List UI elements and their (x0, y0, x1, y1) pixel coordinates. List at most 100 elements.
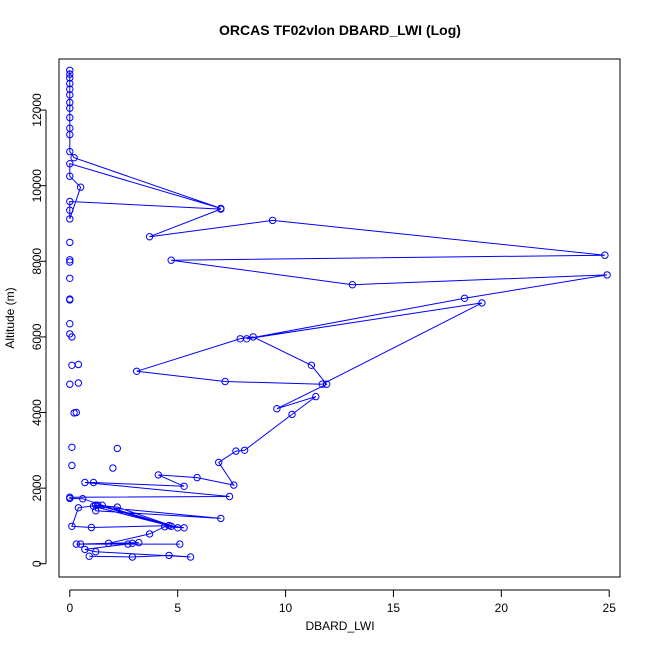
x-tick-label: 0 (66, 601, 73, 615)
series-layer (66, 66, 611, 561)
data-point (176, 540, 184, 548)
data-point (240, 446, 249, 454)
data-point (124, 540, 132, 548)
y-tick-label: 10000 (30, 169, 44, 203)
data-point (221, 377, 229, 386)
data-point (87, 523, 96, 532)
data-point (81, 545, 89, 554)
data-point (217, 514, 225, 523)
data-point (98, 501, 106, 509)
data-point (66, 256, 74, 264)
data-point (128, 553, 137, 561)
data-point (92, 507, 100, 515)
x-tick-label: 15 (387, 601, 401, 615)
data-point (478, 299, 486, 307)
data-point (348, 281, 357, 289)
data-point (76, 183, 85, 191)
data-point (230, 481, 238, 489)
data-point (66, 160, 74, 168)
data-point (66, 74, 74, 82)
data-point (72, 540, 81, 548)
data-point (74, 360, 83, 369)
data-point (66, 380, 74, 388)
data-point (66, 147, 74, 156)
data-point (66, 238, 74, 247)
y-axis-label: Altitude (m) (3, 287, 17, 348)
data-point (66, 85, 74, 93)
data-point (66, 274, 74, 282)
data-point (180, 482, 188, 490)
data-point (167, 256, 175, 264)
data-point (66, 172, 74, 180)
data-point (72, 408, 81, 417)
data-point (81, 478, 89, 487)
data-point (66, 104, 74, 112)
data-point (66, 320, 74, 328)
data-point (66, 215, 74, 223)
y-tick-label: 6000 (30, 323, 44, 350)
data-point (66, 330, 74, 338)
data-point (460, 294, 469, 302)
data-point (243, 335, 251, 343)
data-point (79, 495, 87, 503)
x-axis: 0 5 10 15 20 25 (66, 589, 617, 615)
data-point (68, 361, 76, 369)
data-point (85, 552, 93, 560)
data-point (66, 197, 74, 206)
data-point (165, 551, 173, 560)
data-point (66, 113, 74, 122)
data-point (603, 271, 611, 279)
data-point (322, 380, 331, 388)
y-tick-label: 4000 (30, 399, 44, 426)
data-point (145, 233, 154, 241)
data-point (601, 251, 609, 259)
x-tick-label: 5 (174, 601, 181, 615)
data-point (76, 540, 85, 548)
data-point (89, 478, 98, 487)
data-point (225, 492, 234, 501)
data-point (174, 524, 182, 532)
x-tick-label: 20 (495, 601, 509, 615)
data-point (249, 333, 257, 341)
data-point (66, 98, 74, 107)
y-tick-label: 2000 (30, 474, 44, 501)
data-point (318, 380, 326, 388)
data-point (92, 548, 100, 556)
x-axis-label: DBARD_LWI (305, 619, 374, 633)
data-point (128, 539, 137, 547)
data-point (193, 473, 201, 482)
y-tick-label: 8000 (30, 248, 44, 275)
data-point (66, 91, 74, 99)
y-axis: 0 2000 4000 6000 8000 10000 12000 (30, 93, 47, 567)
data-point (217, 204, 225, 213)
data-point (215, 458, 223, 467)
data-point (186, 553, 195, 561)
data-point (113, 503, 122, 511)
data-point (113, 444, 122, 453)
data-point (268, 216, 277, 225)
data-point (74, 379, 83, 387)
data-point (307, 361, 316, 369)
data-point (133, 367, 141, 375)
x-tick-label: 10 (279, 601, 293, 615)
data-point (66, 493, 74, 501)
data-point (109, 464, 117, 472)
data-point (232, 447, 240, 455)
x-tick-label: 25 (603, 601, 617, 615)
data-point (66, 66, 74, 75)
plot-area-frame (58, 58, 621, 578)
data-point (74, 504, 83, 512)
data-point (68, 461, 76, 470)
data-point (312, 392, 320, 401)
data-point (66, 206, 74, 214)
data-point (68, 522, 76, 530)
data-point (273, 405, 281, 413)
data-point (66, 258, 74, 266)
data-point (70, 154, 78, 162)
data-point (288, 410, 296, 419)
data-point (104, 539, 113, 547)
data-point (145, 530, 154, 538)
data-point (66, 79, 74, 88)
chart-title: ORCAS TF02vlon DBARD_LWI (Log) (219, 22, 461, 38)
